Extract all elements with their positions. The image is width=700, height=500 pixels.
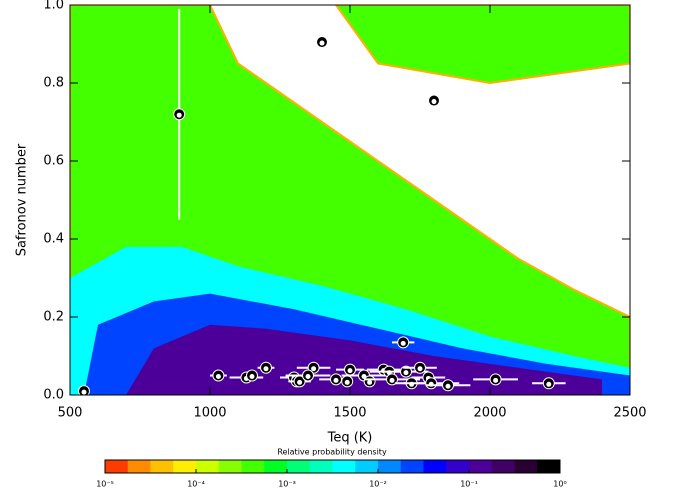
colorbar-box	[127, 460, 151, 473]
colorbar-box	[446, 460, 470, 473]
y-tick-label: 0.8	[43, 76, 64, 91]
colorbar-frame	[104, 459, 561, 474]
point-center	[344, 379, 350, 385]
colorbar-box	[105, 460, 129, 473]
colorbar-box	[218, 460, 242, 473]
colorbar-box	[491, 460, 515, 473]
point-center	[445, 383, 451, 389]
colorbar-box	[241, 460, 265, 473]
colorbar-tick-label: 10⁻²	[369, 480, 387, 489]
point-center	[417, 366, 423, 372]
colorbar-box	[469, 460, 493, 473]
colorbar-box	[150, 460, 174, 473]
colorbar-box	[378, 460, 402, 473]
point-center	[81, 389, 87, 395]
x-tick-label: 500	[58, 406, 83, 421]
x-tick-label: 1000	[193, 406, 226, 421]
plot-area	[70, 5, 630, 395]
density-region	[334, 5, 630, 85]
x-tick-label: 2500	[613, 406, 646, 421]
y-tick-label: 0.0	[43, 388, 64, 403]
point-center	[263, 366, 269, 372]
point-center	[493, 377, 499, 383]
x-tick-label: 2000	[473, 406, 506, 421]
y-tick-label: 0.2	[43, 310, 64, 325]
y-tick-label: 0.6	[43, 154, 64, 169]
colorbar-tick-label: 10⁰	[553, 480, 566, 489]
point-center	[319, 40, 325, 46]
colorbar-box	[332, 460, 356, 473]
x-axis-label: Teq (K)	[327, 431, 373, 446]
point-center	[403, 370, 409, 376]
colorbar-box	[423, 460, 447, 473]
colorbar-box	[400, 460, 424, 473]
y-tick-label: 0.4	[43, 232, 64, 247]
colorbar-tick-label: 10⁻⁵	[96, 480, 114, 489]
point-center	[333, 377, 339, 383]
y-tick-label: 1.0	[43, 0, 64, 13]
point-center	[431, 99, 437, 105]
colorbar-box	[537, 460, 561, 473]
point-center	[305, 374, 311, 379]
point-center	[546, 381, 552, 387]
point-center	[176, 112, 182, 118]
point-center	[347, 368, 353, 374]
colorbar-box	[173, 460, 197, 473]
colorbar-box	[264, 460, 288, 473]
y-axis-label: Safronov number	[15, 143, 30, 256]
colorbar-title: Relative probability density	[277, 448, 387, 457]
x-tick-label: 1500	[333, 406, 366, 421]
point-center	[311, 366, 317, 372]
point-center	[215, 374, 221, 379]
colorbar-box	[514, 460, 538, 473]
point-center	[389, 377, 395, 383]
point-center	[367, 379, 373, 385]
colorbar-tick-label: 10⁻¹	[460, 480, 478, 489]
point-center	[400, 340, 406, 346]
colorbar-box	[355, 460, 379, 473]
colorbar-tick-label: 10⁻⁴	[187, 480, 205, 489]
colorbar-box	[196, 460, 220, 473]
colorbar-tick-label: 10⁻³	[278, 480, 296, 489]
point-center	[249, 374, 255, 379]
point-center	[297, 379, 303, 385]
colorbar-box	[309, 460, 333, 473]
colorbar-box	[287, 460, 311, 473]
